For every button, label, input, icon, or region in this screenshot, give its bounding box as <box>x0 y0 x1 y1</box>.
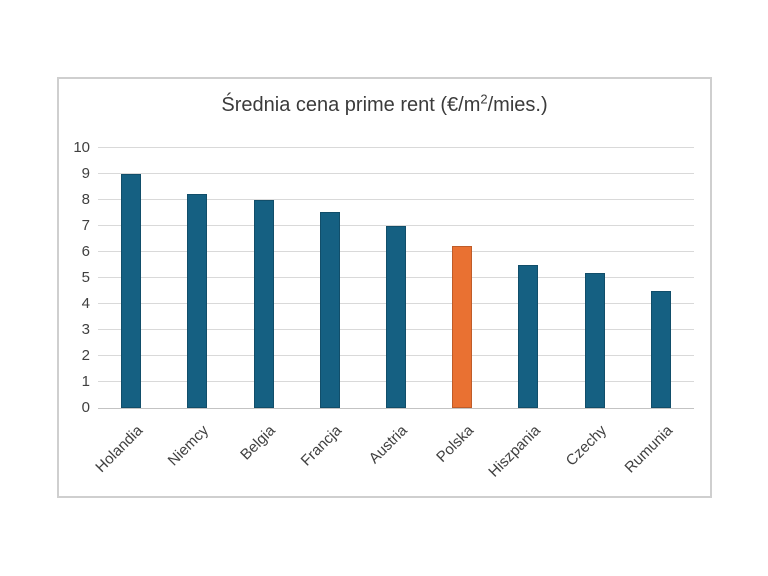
chart-title-superscript: 2 <box>480 91 488 107</box>
y-tick-label: 0 <box>81 399 90 416</box>
category-label: Hiszpania <box>484 422 544 481</box>
plot-area: 0 1 2 3 4 5 6 7 8 9 10 Holandia Niemcy Belgia Francja A… <box>73 139 694 481</box>
x-axis-line <box>98 408 694 409</box>
y-tick-label: 3 <box>81 321 90 338</box>
bar-francja <box>319 211 340 408</box>
y-tick-label: 8 <box>81 191 90 208</box>
y-tick-label: 5 <box>81 269 90 286</box>
bar-austria <box>386 226 406 408</box>
category-label: Czechy <box>562 422 610 470</box>
bar-holandia <box>121 174 142 408</box>
y-tick-label: 4 <box>81 295 90 312</box>
bar-czechy <box>584 272 605 408</box>
bar-rumunia <box>650 291 671 408</box>
y-tick-label: 7 <box>81 217 90 234</box>
bar-belgia <box>253 200 274 408</box>
bar-hiszpania <box>518 265 539 408</box>
bar-niemcy <box>187 193 208 408</box>
gridline <box>98 147 694 148</box>
chart-title-text: Średnia cena prime rent (€/m <box>221 94 481 116</box>
category-label: Rumunia <box>621 422 676 477</box>
category-label: Niemcy <box>164 422 213 470</box>
y-tick-label: 2 <box>81 347 90 364</box>
gridline <box>98 173 694 174</box>
gridline <box>98 225 694 226</box>
y-tick-label: 10 <box>73 139 90 156</box>
chart-title: Średnia cena prime rent (€/m2/mies.) <box>59 91 710 117</box>
bar-polska <box>452 245 473 408</box>
chart-title-text-end: /mies.) <box>487 94 548 116</box>
category-label: Belgia <box>237 422 279 464</box>
y-tick-label: 9 <box>81 165 90 182</box>
gridline <box>98 199 694 200</box>
category-label: Austria <box>365 422 412 468</box>
category-label: Holandia <box>92 422 147 476</box>
y-tick-label: 6 <box>81 243 90 260</box>
category-label: Francja <box>297 422 345 470</box>
y-tick-label: 1 <box>81 373 90 390</box>
category-label: Polska <box>433 422 478 466</box>
